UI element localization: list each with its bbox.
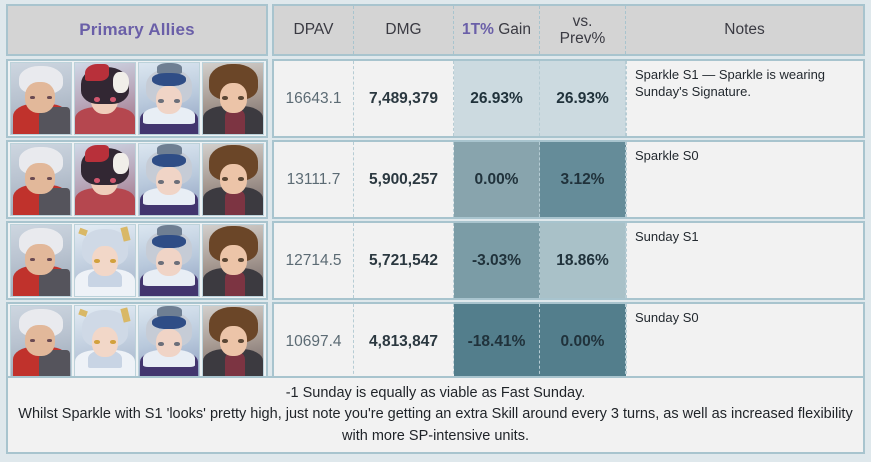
- footer-line-1: -1 Sunday is equally as viable as Fast S…: [285, 385, 586, 402]
- comparison-table: Primary Allies DPAV DMG 1T% Gain vs. Pre…: [6, 4, 865, 383]
- table-row: 16643.1 7,489,379 26.93% 26.93% Sparkle S1 —…: [6, 59, 865, 138]
- character-portrait-argenti: [10, 305, 72, 378]
- column-header-dpav: DPAV: [274, 6, 354, 54]
- cell-notes: Sunday S1: [626, 223, 863, 298]
- character-portrait-robin: [138, 224, 200, 297]
- cell-notes: Sparkle S1 — Sparkle is wearing Sunday's…: [626, 61, 863, 136]
- cell-vs-prev: 3.12%: [540, 142, 626, 217]
- cell-notes: Sparkle S0: [626, 142, 863, 217]
- character-portrait-sunday: [74, 224, 136, 297]
- character-portrait-boothill: [202, 143, 264, 216]
- column-header-notes: Notes: [724, 21, 765, 39]
- cell-notes: Sunday S0: [626, 304, 863, 379]
- column-header-group: DPAV DMG 1T% Gain vs. Prev% Notes: [272, 4, 865, 56]
- cell-dpav: 12714.5: [274, 223, 354, 298]
- character-portrait-argenti: [10, 224, 72, 297]
- column-header-gain-accent: 1T%: [462, 21, 494, 39]
- cell-gain: 0.00%: [454, 142, 540, 217]
- cell-vs-prev: 18.86%: [540, 223, 626, 298]
- cell-dmg: 4,813,847: [354, 304, 454, 379]
- character-portrait-robin: [138, 62, 200, 135]
- column-header-vs-prev-line1: vs.: [572, 12, 593, 30]
- table-body: 16643.1 7,489,379 26.93% 26.93% Sparkle S1 —…: [6, 59, 865, 381]
- character-portrait-sunday: [74, 305, 136, 378]
- allies-cell: [6, 302, 268, 381]
- character-portrait-boothill: [202, 224, 264, 297]
- metrics-cell: 16643.1 7,489,379 26.93% 26.93% Sparkle S1 —…: [272, 59, 865, 138]
- cell-dpav: 16643.1: [274, 61, 354, 136]
- cell-dpav: 13111.7: [274, 142, 354, 217]
- cell-gain: -18.41%: [454, 304, 540, 379]
- table-row: 13111.7 5,900,257 0.00% 3.12% Sparkle S0: [6, 140, 865, 219]
- character-portrait-robin: [138, 143, 200, 216]
- column-header-vs-prev: vs. Prev%: [540, 6, 626, 54]
- metrics-cell: 12714.5 5,721,542 -3.03% 18.86% Sunday S1: [272, 221, 865, 300]
- footer-line-2: Whilst Sparkle with S1 'looks' pretty hi…: [18, 406, 853, 444]
- cell-vs-prev: 0.00%: [540, 304, 626, 379]
- table-row: 10697.4 4,813,847 -18.41% 0.00% Sunday S0: [6, 302, 865, 381]
- cell-vs-prev: 26.93%: [540, 61, 626, 136]
- cell-gain: -3.03%: [454, 223, 540, 298]
- allies-cell: [6, 59, 268, 138]
- cell-dmg: 7,489,379: [354, 61, 454, 136]
- metrics-cell: 13111.7 5,900,257 0.00% 3.12% Sparkle S0: [272, 140, 865, 219]
- character-portrait-sparkle: [74, 143, 136, 216]
- character-portrait-boothill: [202, 305, 264, 378]
- character-portrait-argenti: [10, 143, 72, 216]
- column-header-gain: 1T% Gain: [454, 6, 540, 54]
- cell-gain: 26.93%: [454, 61, 540, 136]
- column-header-primary-allies: Primary Allies: [6, 4, 268, 56]
- character-portrait-boothill: [202, 62, 264, 135]
- cell-dmg: 5,721,542: [354, 223, 454, 298]
- column-header-gain-rest: Gain: [493, 21, 531, 39]
- character-portrait-sparkle: [74, 62, 136, 135]
- cell-dpav: 10697.4: [274, 304, 354, 379]
- column-header-vs-prev-line2: Prev%: [559, 30, 606, 47]
- character-portrait-robin: [138, 305, 200, 378]
- metrics-cell: 10697.4 4,813,847 -18.41% 0.00% Sunday S0: [272, 302, 865, 381]
- allies-cell: [6, 221, 268, 300]
- table-row: 12714.5 5,721,542 -3.03% 18.86% Sunday S1: [6, 221, 865, 300]
- allies-cell: [6, 140, 268, 219]
- character-portrait-argenti: [10, 62, 72, 135]
- column-header-dmg: DMG: [354, 6, 454, 54]
- cell-dmg: 5,900,257: [354, 142, 454, 217]
- table-header-row: Primary Allies DPAV DMG 1T% Gain vs. Pre…: [6, 4, 865, 56]
- footer-note: -1 Sunday is equally as viable as Fast S…: [6, 376, 865, 454]
